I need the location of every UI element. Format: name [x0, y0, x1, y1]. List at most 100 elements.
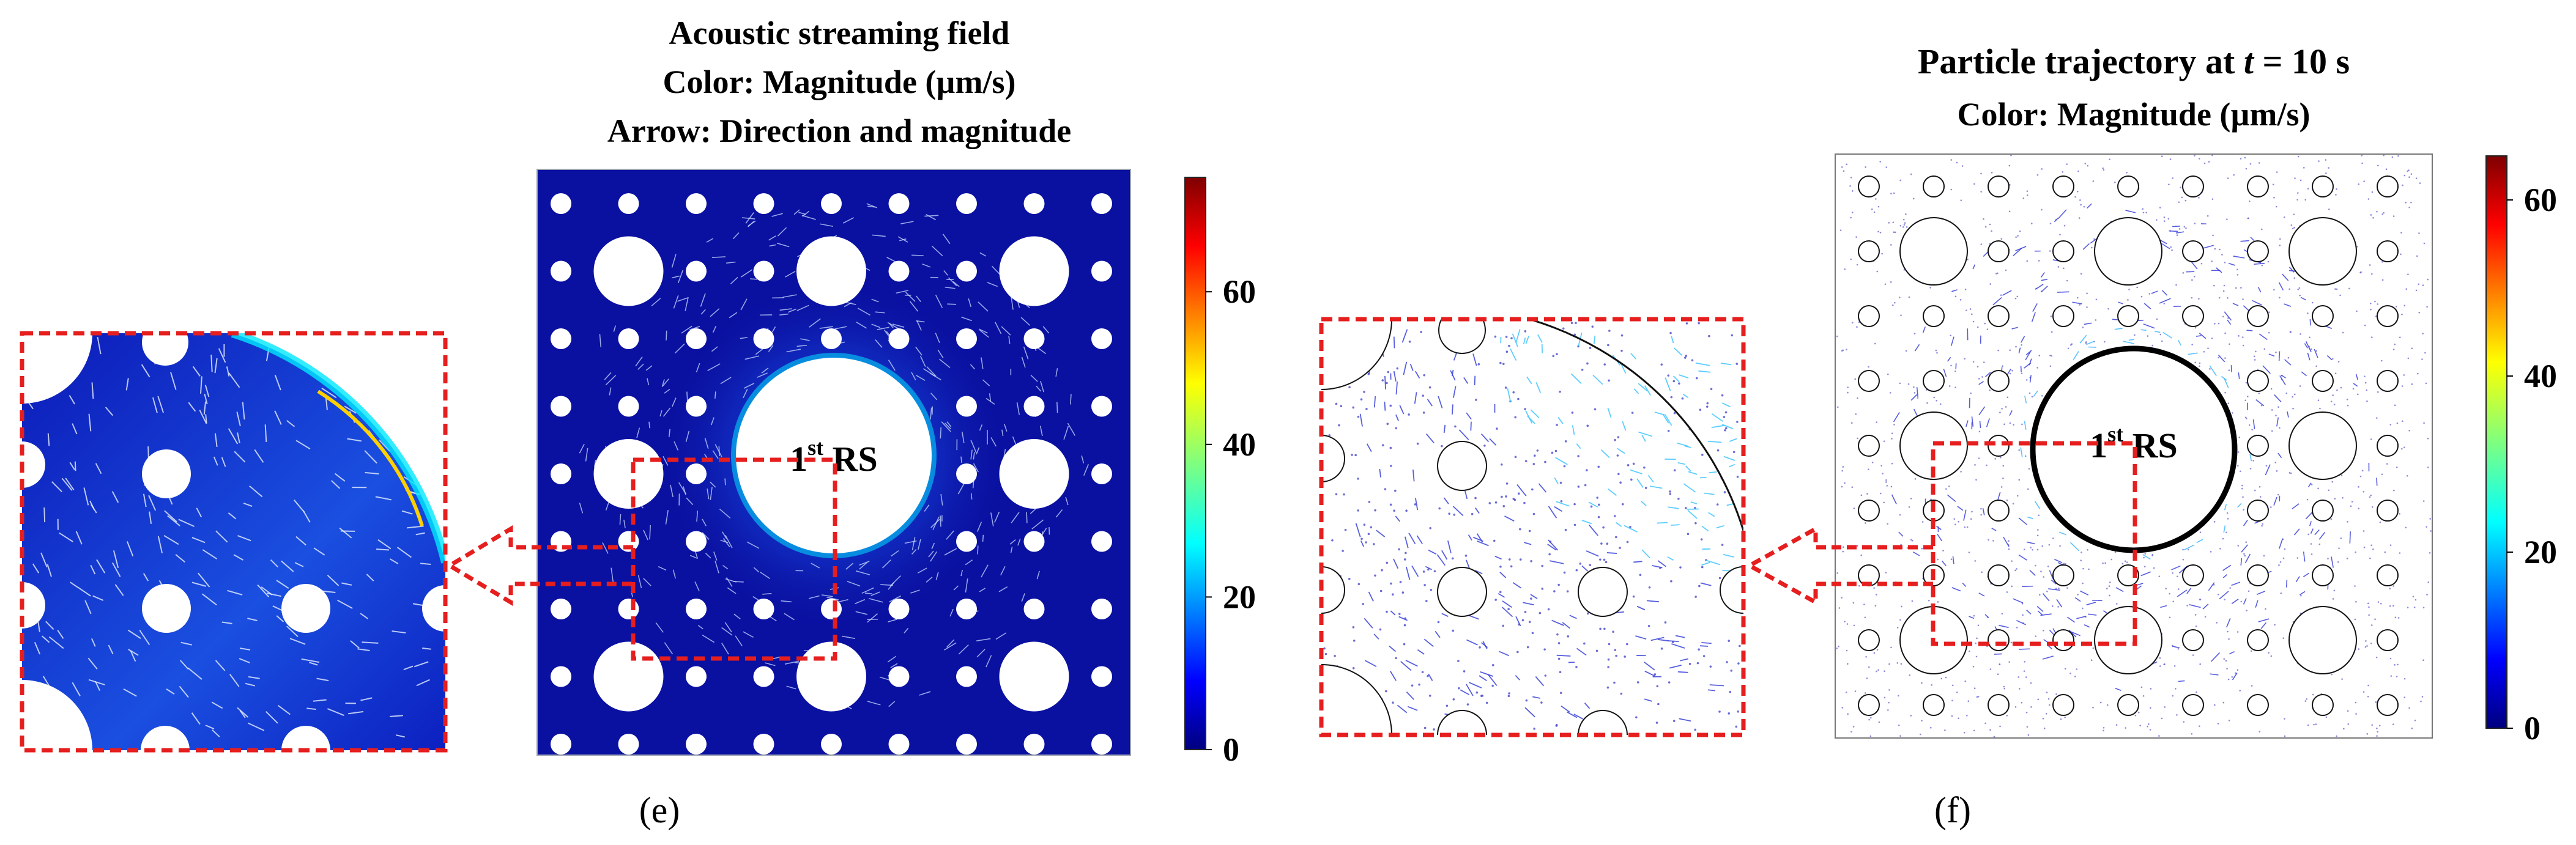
small-pillar	[2377, 370, 2399, 392]
small-pillar	[1923, 305, 1945, 327]
small-pillar	[1858, 435, 1880, 457]
small-pillar	[551, 463, 571, 484]
small-pillar	[2117, 694, 2139, 716]
large-pillar	[2288, 217, 2357, 286]
pillar-zoom-f	[1437, 710, 1487, 735]
small-pillar	[888, 328, 910, 349]
small-pillar	[686, 328, 707, 349]
small-pillar	[821, 734, 842, 755]
small-pillar	[1023, 734, 1045, 755]
small-pillar	[1023, 193, 1045, 214]
pillar-zoom-f	[1578, 710, 1628, 735]
colorbar-tick-label: 20	[2524, 534, 2557, 570]
small-pillar	[2247, 694, 2269, 716]
small-pillar	[888, 734, 910, 755]
small-pillar	[2377, 564, 2399, 586]
panel-e: Acoustic streaming field Color: Magnitud…	[20, 15, 1256, 830]
small-pillar	[2312, 175, 2334, 197]
pillar-zoom-f	[1720, 566, 1743, 614]
small-pillar	[956, 260, 977, 282]
small-pillar	[956, 734, 977, 755]
pillar-zoom-f	[1321, 435, 1345, 482]
colorbar-f	[2485, 155, 2507, 729]
resonant-structure	[736, 358, 932, 553]
small-pillar	[2312, 305, 2334, 327]
small-pillar	[1988, 370, 2010, 392]
large-pillar	[796, 236, 866, 306]
small-pillar	[2182, 175, 2204, 197]
small-pillar	[1091, 328, 1112, 349]
small-pillar	[2247, 629, 2269, 651]
small-pillar	[2377, 175, 2399, 197]
small-pillar	[1923, 694, 1945, 716]
small-pillar	[686, 260, 707, 282]
large-pillar	[2288, 411, 2357, 480]
colorbar-f-ticks: 60 40 20 0	[2507, 182, 2557, 747]
small-pillar	[2052, 240, 2074, 262]
small-pillar	[686, 531, 707, 552]
small-pillar	[1988, 175, 2010, 197]
small-pillar	[888, 666, 910, 687]
pillar-zoom-f	[1321, 319, 1392, 390]
small-pillar	[1091, 599, 1112, 619]
small-pillar	[2052, 694, 2074, 716]
small-pillar	[1923, 175, 1945, 197]
small-pillar	[618, 734, 639, 755]
small-pillar	[551, 396, 571, 417]
small-pillar	[1023, 328, 1045, 349]
small-pillar	[618, 396, 639, 417]
small-pillar	[821, 599, 842, 619]
panel-label-f: (f)	[1934, 790, 1971, 830]
small-pillar	[2377, 694, 2399, 716]
small-pillar	[1988, 240, 2010, 262]
pillar-zoom-e	[142, 584, 191, 633]
small-pillar	[821, 328, 842, 349]
small-pillar	[753, 666, 774, 687]
small-pillar	[686, 193, 707, 214]
small-pillar	[956, 463, 977, 484]
small-pillar	[618, 599, 639, 619]
zoom-inset-f	[1321, 319, 1743, 735]
panel-f: Particle trajectory at t = 10 s Color: M…	[1319, 42, 2557, 830]
large-pillar	[593, 439, 664, 509]
streaming-field-map	[537, 169, 1130, 755]
pillar-zoom-e	[22, 680, 92, 750]
small-pillar	[1858, 500, 1880, 522]
small-pillar	[686, 599, 707, 619]
small-pillar	[2247, 500, 2269, 522]
small-pillar	[551, 260, 571, 282]
small-pillar	[686, 734, 707, 755]
small-pillar	[551, 328, 571, 349]
panel-f-title-line1: Particle trajectory at t = 10 s	[1918, 42, 2350, 81]
pillar-zoom-e	[141, 726, 190, 750]
pillar-zoom-e	[142, 333, 188, 366]
zoom-connector-arrow-e	[445, 525, 633, 607]
small-pillar	[1858, 240, 1880, 262]
small-pillar	[2312, 694, 2334, 716]
small-pillar	[2312, 564, 2334, 586]
small-pillar	[956, 396, 977, 417]
large-pillar	[593, 641, 664, 712]
small-pillar	[686, 666, 707, 687]
small-pillar	[551, 734, 571, 755]
large-pillar	[1899, 411, 1968, 480]
small-pillar	[618, 193, 639, 214]
small-pillar	[1091, 396, 1112, 417]
pillar-zoom-f	[1321, 566, 1345, 614]
small-pillar	[1858, 694, 1880, 716]
small-pillar	[686, 463, 707, 484]
small-pillar	[2052, 629, 2074, 651]
small-pillar	[2247, 435, 2269, 457]
small-pillar	[1858, 370, 1880, 392]
small-pillar	[1923, 370, 1945, 392]
small-pillar	[888, 260, 910, 282]
large-pillar	[2288, 606, 2357, 674]
small-pillar	[1858, 629, 1880, 651]
small-pillar	[2377, 629, 2399, 651]
small-pillar	[821, 193, 842, 214]
small-pillar	[551, 599, 571, 619]
small-pillar	[1858, 175, 1880, 197]
colorbar-tick-label: 40	[2524, 358, 2557, 394]
small-pillar	[1091, 531, 1112, 552]
small-pillar	[1988, 500, 2010, 522]
